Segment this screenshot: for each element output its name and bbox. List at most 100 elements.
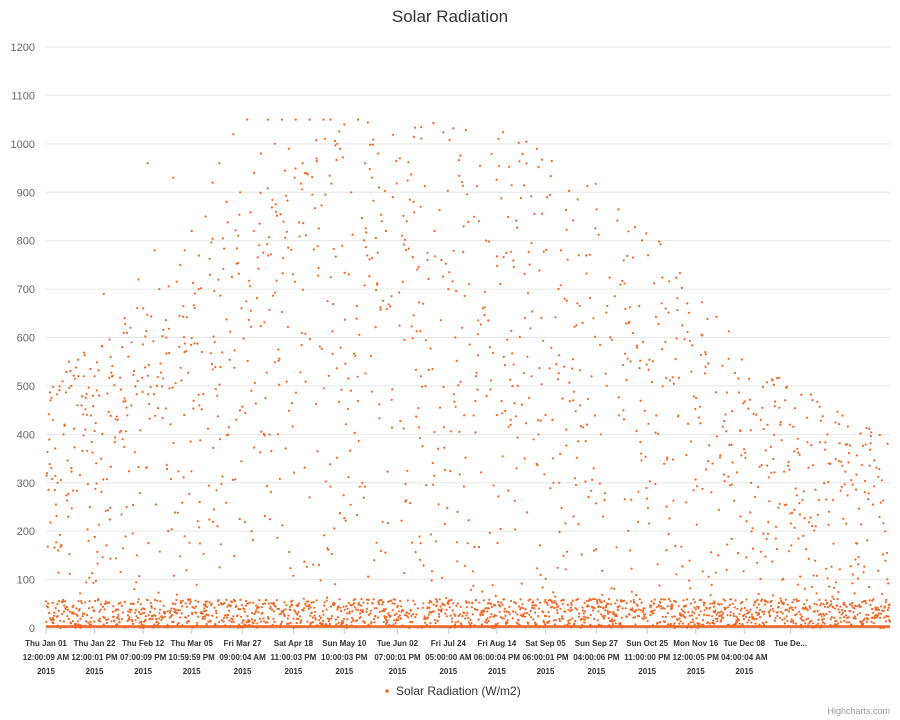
data-point [692,395,696,398]
data-point [82,413,85,416]
data-point [417,426,420,429]
data-point [512,259,515,262]
data-point [659,605,663,608]
data-point [198,404,201,407]
data-point [621,279,624,283]
data-point [327,620,331,623]
data-point [217,278,220,281]
data-point [516,622,520,626]
data-point [687,311,691,314]
data-point [323,601,326,604]
data-point [529,609,532,613]
data-point [205,609,208,612]
data-point [399,617,402,620]
data-point [347,377,350,380]
data-point [502,256,505,259]
data-point [152,614,155,617]
data-point [354,354,357,358]
data-point [326,596,329,599]
data-point [790,544,793,547]
data-point [583,618,587,621]
x-tick-label: 04:00:04 AM [721,653,768,662]
data-point [667,311,670,314]
legend[interactable]: Solar Radiation (W/m2) [385,684,521,698]
data-point [678,622,681,625]
data-point [296,613,299,616]
data-point [314,618,317,621]
data-point [717,611,720,614]
data-point [140,612,144,615]
data-point [240,615,243,618]
data-point [126,414,129,417]
data-point [488,598,491,601]
data-point [218,438,222,441]
data-point [742,570,745,573]
data-point [133,451,136,454]
data-point [425,484,428,487]
data-point [174,382,177,385]
data-point [255,297,258,300]
data-point [591,478,594,481]
data-point [537,615,540,618]
data-point [858,611,861,615]
data-point [599,613,603,616]
data-point [149,610,152,614]
data-point [598,482,601,485]
data-point [450,620,454,623]
data-point [118,621,121,624]
data-point [214,623,217,626]
data-point [800,615,804,618]
data-point [794,606,797,609]
data-point [98,610,101,613]
data-point [806,609,809,612]
data-point [441,603,444,606]
data-point [89,367,92,371]
data-point [328,618,331,621]
data-point [661,276,664,279]
data-point [334,255,337,258]
data-point [675,276,678,279]
data-point [782,577,785,580]
data-point [392,133,395,136]
data-point [773,405,776,408]
data-point [633,601,636,604]
y-tick-label: 600 [17,333,35,345]
data-point [859,605,862,609]
data-point [865,620,868,624]
data-point [657,432,660,435]
data-point [242,337,245,340]
data-point [109,355,112,358]
data-point [584,480,587,483]
data-point [516,384,519,387]
x-tick-label: Thu Jan 01 [25,639,67,648]
data-point [455,604,458,607]
data-point [590,489,593,492]
data-point [385,622,388,626]
data-point [346,612,349,615]
data-point [712,605,716,608]
legend-label[interactable]: Solar Radiation (W/m2) [396,684,521,698]
credits-link[interactable]: Highcharts.com [827,706,890,716]
data-point [380,213,383,216]
data-point [559,284,562,287]
data-point [575,324,578,327]
data-point [771,379,774,382]
data-point [532,618,535,621]
data-point [127,355,130,358]
data-point [56,615,59,618]
data-point [288,550,291,554]
data-point [810,444,813,447]
data-point [477,319,480,322]
data-point [68,553,71,556]
data-point [876,614,880,617]
data-point [867,585,871,589]
data-point [370,257,374,260]
data-point [468,601,471,604]
data-point [387,614,391,617]
data-point [491,351,495,355]
data-point [800,393,803,396]
data-point [204,215,207,218]
data-point [309,621,313,624]
data-point [238,623,241,626]
data-point [559,452,562,455]
